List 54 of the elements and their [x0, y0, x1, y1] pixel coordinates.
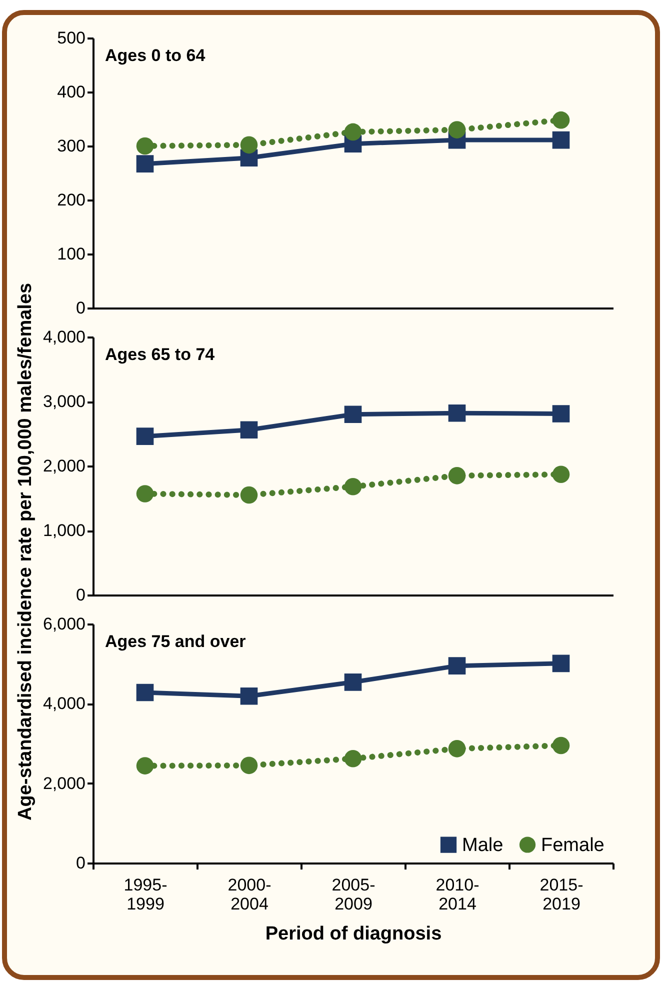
point [344, 406, 362, 424]
y-axis-title: Age-standardised incidence rate per 100,000 males/females [14, 282, 36, 820]
point [240, 756, 258, 774]
legend-label: Male [462, 834, 504, 856]
point [448, 740, 466, 758]
point [552, 654, 570, 672]
x-tick-label: 1995-1999 [124, 876, 168, 914]
point [136, 485, 154, 502]
point [240, 136, 258, 154]
x-tick-label: 2005-2009 [332, 876, 376, 914]
y-tick-label: 0 [76, 854, 86, 872]
point [448, 404, 466, 422]
point [344, 478, 362, 496]
point [136, 757, 154, 774]
y-tick-label: 4,000 [42, 694, 86, 714]
point [448, 121, 466, 138]
point [552, 736, 570, 754]
x-tick-label: 2015-2019 [540, 876, 584, 914]
y-tick-label: 200 [57, 190, 86, 210]
y-tick-label: 300 [57, 136, 86, 156]
chart-title: Ages 65 to 74 [105, 345, 216, 364]
x-tick-label: 2010-2014 [436, 876, 480, 914]
y-tick-label: 4,000 [42, 328, 86, 346]
point [344, 673, 362, 691]
y-tick-label: 100 [57, 244, 86, 264]
point [344, 750, 362, 768]
y-tick-label: 1,000 [42, 521, 86, 540]
point [552, 405, 570, 422]
y-tick-label: 0 [76, 586, 86, 604]
y-tick-label: 2,000 [42, 774, 86, 793]
y-tick-label: 400 [57, 82, 86, 102]
chart-title: Ages 0 to 64 [105, 46, 206, 65]
x-axis-title: Period of diagnosis [265, 924, 442, 944]
x-tick-label: 2000-2004 [228, 876, 272, 914]
point [552, 131, 570, 149]
y-tick-label: 3,000 [42, 392, 86, 411]
y-tick-label: 2,000 [42, 456, 86, 476]
point [136, 155, 154, 172]
point [136, 684, 154, 702]
point [552, 466, 570, 484]
point [344, 123, 362, 141]
point [136, 428, 154, 445]
point [448, 467, 466, 484]
y-tick-label: 500 [57, 28, 86, 48]
point [240, 687, 258, 705]
legend-label: Female [541, 834, 604, 856]
point [448, 657, 466, 674]
y-tick-label: 6,000 [42, 614, 86, 634]
point [136, 137, 154, 155]
point [552, 111, 570, 129]
y-tick-label: 0 [76, 298, 86, 318]
point [240, 486, 258, 504]
point [240, 421, 258, 439]
chart-title: Ages 75 and over [105, 632, 246, 651]
